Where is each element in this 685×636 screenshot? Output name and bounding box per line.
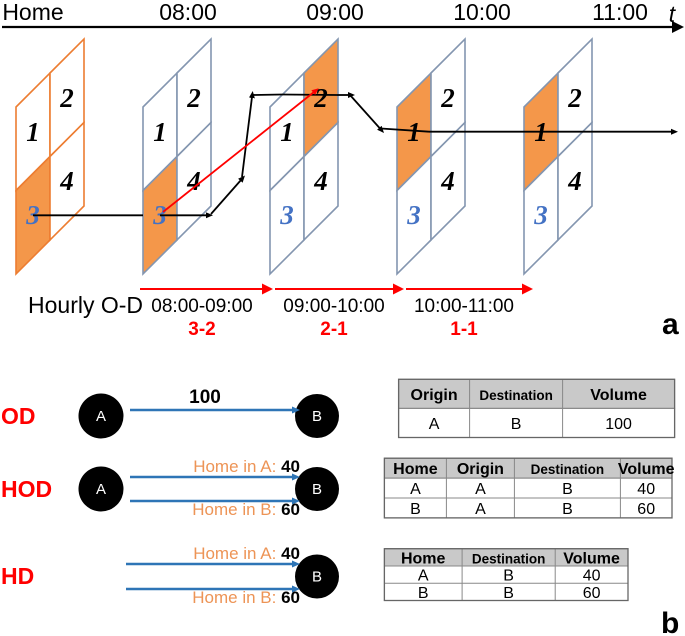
svg-text:B: B (312, 481, 322, 498)
svg-text:B: B (511, 416, 522, 433)
svg-text:Hourly O-D: Hourly O-D (28, 292, 143, 318)
svg-text:Home in B: 60: Home in B: 60 (192, 588, 300, 607)
svg-text:1-1: 1-1 (450, 319, 478, 340)
svg-text:100: 100 (605, 416, 632, 433)
svg-text:A: A (96, 481, 106, 498)
svg-text:08:00-09:00: 08:00-09:00 (151, 296, 252, 317)
svg-text:B: B (410, 501, 421, 518)
svg-text:B: B (312, 408, 322, 425)
svg-text:HOD: HOD (1, 476, 52, 502)
svg-text:2: 2 (313, 83, 328, 113)
svg-text:4: 4 (567, 166, 582, 196)
svg-text:A: A (475, 501, 486, 518)
svg-text:B: B (503, 568, 514, 585)
svg-text:A: A (410, 481, 421, 498)
svg-text:OD: OD (1, 403, 36, 429)
svg-text:Origin: Origin (411, 387, 458, 404)
svg-text:1: 1 (280, 117, 294, 147)
svg-text:Home in A: 40: Home in A: 40 (193, 457, 300, 476)
svg-text:A: A (418, 568, 429, 585)
svg-text:Home in B: 60: Home in B: 60 (192, 500, 300, 519)
svg-text:A: A (429, 416, 440, 433)
svg-text:Home in A: 40: Home in A: 40 (193, 544, 300, 563)
svg-text:60: 60 (583, 585, 601, 602)
svg-text:Home: Home (401, 550, 446, 567)
svg-text:B: B (418, 585, 429, 602)
svg-text:10:00-11:00: 10:00-11:00 (414, 296, 514, 317)
svg-text:11:00: 11:00 (592, 0, 648, 25)
svg-text:2: 2 (59, 83, 74, 113)
svg-text:Destination: Destination (479, 388, 553, 403)
svg-text:B: B (503, 585, 514, 602)
svg-text:4: 4 (59, 166, 74, 196)
svg-text:1: 1 (153, 117, 167, 147)
svg-text:B: B (312, 569, 322, 586)
svg-text:A: A (96, 408, 106, 425)
svg-text:60: 60 (637, 501, 655, 518)
svg-text:Home: Home (393, 461, 438, 478)
svg-text:2-1: 2-1 (320, 319, 348, 340)
svg-text:A: A (475, 481, 486, 498)
svg-text:Destination: Destination (472, 551, 546, 566)
svg-text:3-2: 3-2 (188, 319, 215, 340)
svg-text:4: 4 (313, 166, 328, 196)
svg-text:Origin: Origin (457, 461, 504, 478)
svg-text:40: 40 (583, 568, 601, 585)
svg-text:B: B (562, 501, 573, 518)
svg-text:2: 2 (440, 83, 455, 113)
svg-text:09:00: 09:00 (306, 0, 364, 25)
svg-text:b: b (661, 607, 679, 636)
svg-text:a: a (662, 308, 679, 341)
svg-text:1: 1 (26, 117, 40, 147)
svg-text:Volume: Volume (563, 550, 620, 567)
svg-text:B: B (562, 481, 573, 498)
svg-text:2: 2 (567, 83, 582, 113)
svg-text:3: 3 (279, 200, 294, 230)
svg-text:08:00: 08:00 (159, 0, 217, 25)
svg-text:Destination: Destination (531, 462, 605, 477)
svg-text:HD: HD (1, 563, 34, 589)
svg-text:4: 4 (440, 166, 455, 196)
svg-text:Home: Home (2, 0, 63, 25)
svg-text:3: 3 (406, 200, 421, 230)
svg-text:100: 100 (189, 387, 221, 408)
svg-text:Volume: Volume (590, 387, 647, 404)
svg-text:40: 40 (637, 481, 655, 498)
svg-text:10:00: 10:00 (453, 0, 511, 25)
svg-text:2: 2 (186, 83, 201, 113)
svg-text:3: 3 (533, 200, 548, 230)
svg-text:09:00-10:00: 09:00-10:00 (283, 296, 384, 317)
svg-text:Volume: Volume (618, 461, 675, 478)
